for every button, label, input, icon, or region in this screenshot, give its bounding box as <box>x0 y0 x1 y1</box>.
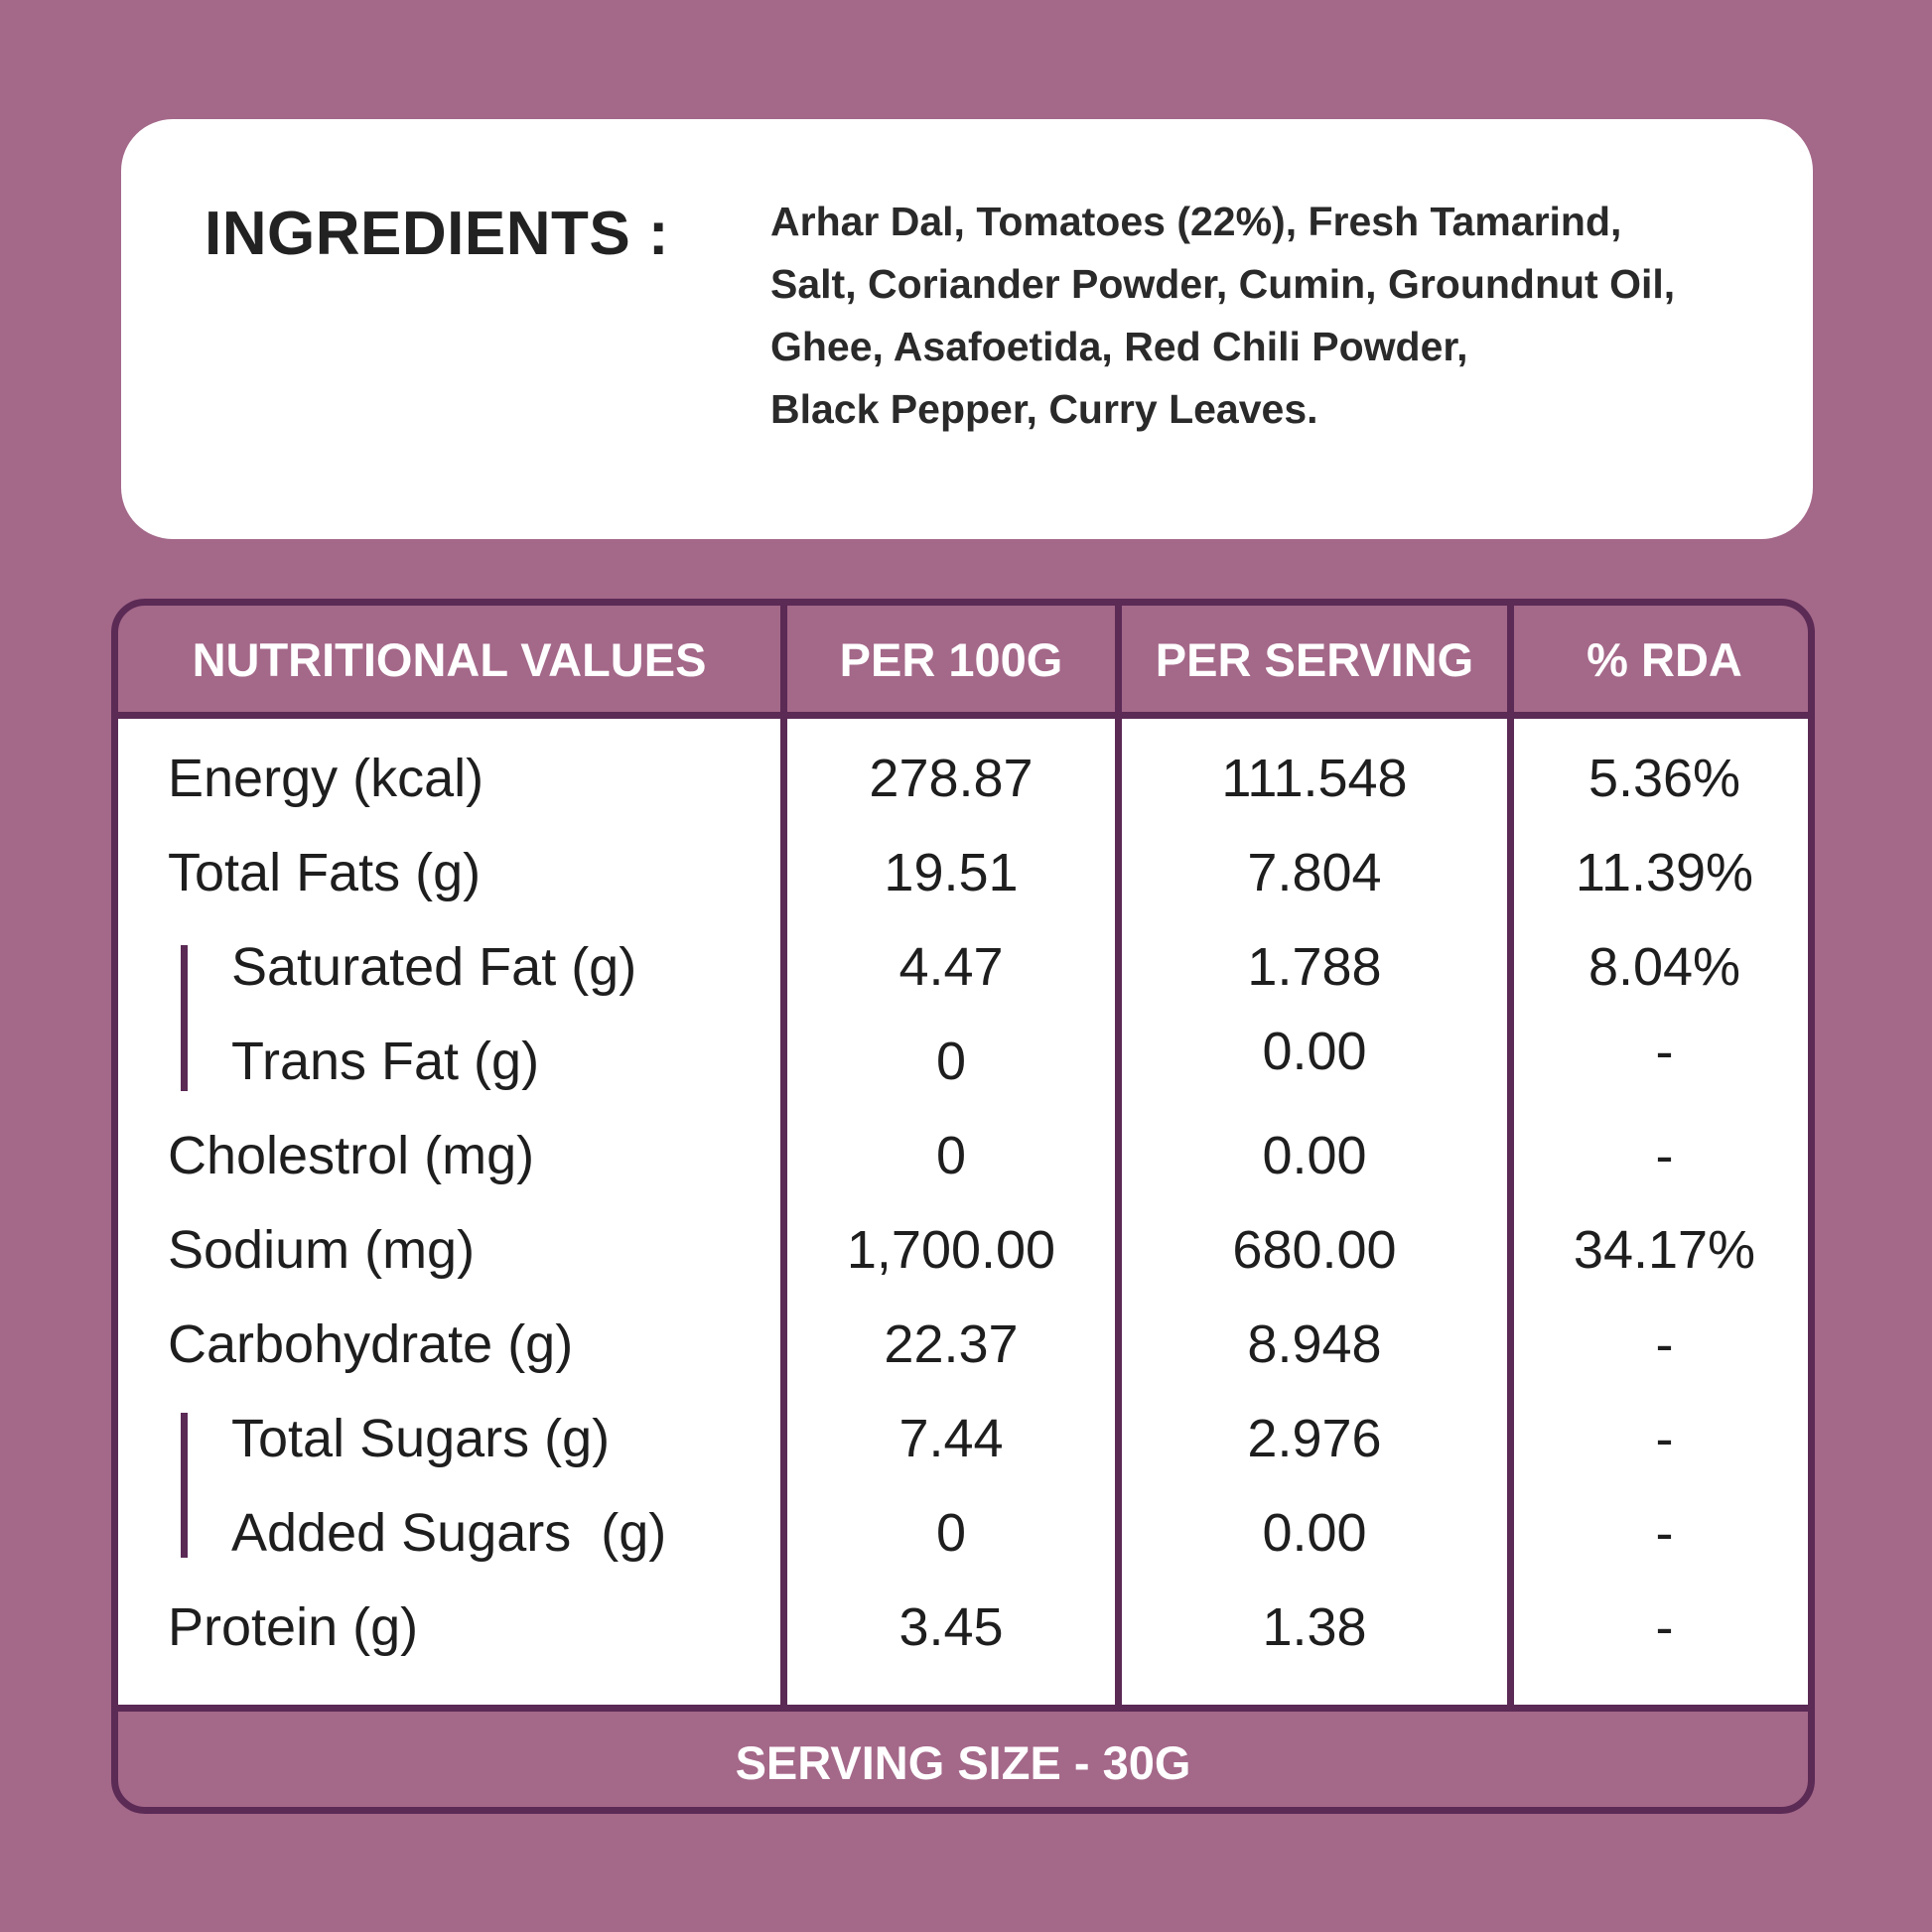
row-rda: 34.17% <box>1573 1220 1756 1280</box>
table-row: Total Fats (g) 19.51 7.804 11.39% <box>118 826 1808 920</box>
nutrition-table: NUTRITIONAL VALUES PER 100G PER SERVING … <box>111 599 1815 1814</box>
ingredients-heading: INGREDIENTS : <box>205 200 670 268</box>
row-per-100g: 1,700.00 <box>846 1220 1056 1280</box>
header-per-serving: PER SERVING <box>1155 633 1474 686</box>
header-nutritional-values: NUTRITIONAL VALUES <box>192 633 707 686</box>
table-row: Sodium (mg) 1,700.00 680.00 34.17% <box>118 1203 1808 1298</box>
row-per-100g: 0 <box>935 1503 967 1563</box>
row-label: Added Sugars (g) <box>231 1503 667 1563</box>
row-per-100g: 7.44 <box>898 1409 1004 1468</box>
row-rda: - <box>1655 1503 1674 1563</box>
serving-size-footer: SERVING SIZE - 30G <box>118 1705 1808 1807</box>
table-row: Saturated Fat (g) 4.47 1.788 8.04% <box>118 920 1808 1015</box>
row-rda: - <box>1655 1314 1674 1374</box>
row-label: Total Fats (g) <box>168 843 482 902</box>
row-per-serving: 8.948 <box>1247 1314 1382 1374</box>
row-per-serving: 680.00 <box>1232 1220 1397 1280</box>
header-per-100g: PER 100G <box>839 633 1063 686</box>
row-label: Total Sugars (g) <box>231 1409 611 1468</box>
sugar-subgroup-bracket <box>181 1413 188 1558</box>
row-rda: 11.39% <box>1575 843 1754 902</box>
row-per-100g: 19.51 <box>884 843 1019 902</box>
ingredients-card: INGREDIENTS : Arhar Dal, Tomatoes (22%),… <box>121 119 1813 539</box>
row-per-serving: 1.788 <box>1247 937 1382 997</box>
row-per-100g: 0 <box>935 1032 967 1091</box>
row-per-serving: 111.548 <box>1221 749 1408 808</box>
row-per-serving: 0.00 <box>1262 1503 1367 1563</box>
header-rda: % RDA <box>1587 633 1742 686</box>
row-per-100g: 3.45 <box>898 1597 1004 1657</box>
table-header: NUTRITIONAL VALUES PER 100G PER SERVING … <box>118 606 1808 719</box>
row-per-serving: 1.38 <box>1262 1597 1367 1657</box>
row-rda: 5.36% <box>1587 749 1741 808</box>
row-per-100g: 0 <box>935 1126 967 1185</box>
row-rda: - <box>1655 1409 1674 1468</box>
fat-subgroup-bracket <box>181 945 188 1091</box>
ingredients-line: Arhar Dal, Tomatoes (22%), Fresh Tamarin… <box>770 199 1622 244</box>
row-rda: - <box>1655 1597 1674 1657</box>
column-divider <box>1115 606 1122 1712</box>
row-per-serving: 7.804 <box>1247 843 1382 902</box>
table-row: Energy (kcal) 278.87 111.548 5.36% <box>118 732 1808 826</box>
row-per-100g: 4.47 <box>898 937 1004 997</box>
table-row: Carbohydrate (g) 22.37 8.948 - <box>118 1298 1808 1392</box>
ingredients-line: Ghee, Asafoetida, Red Chili Powder, <box>770 324 1468 369</box>
table-row: Trans Fat (g) 0 0.00 - <box>118 1015 1808 1109</box>
column-divider <box>780 606 787 1712</box>
column-divider <box>1507 606 1514 1712</box>
row-per-serving: 2.976 <box>1247 1409 1382 1468</box>
row-per-serving: 0.00 <box>1262 1022 1367 1081</box>
row-rda: 8.04% <box>1587 937 1741 997</box>
row-label: Carbohydrate (g) <box>168 1314 574 1374</box>
row-label: Saturated Fat (g) <box>231 937 637 997</box>
row-per-100g: 278.87 <box>869 749 1034 808</box>
row-per-100g: 22.37 <box>884 1314 1019 1374</box>
row-rda: - <box>1655 1022 1674 1081</box>
table-row: Protein (g) 3.45 1.38 - <box>118 1581 1808 1675</box>
row-label: Energy (kcal) <box>168 749 484 808</box>
row-label: Sodium (mg) <box>168 1220 476 1280</box>
row-rda: - <box>1655 1126 1674 1185</box>
ingredients-line: Black Pepper, Curry Leaves. <box>770 386 1318 432</box>
row-per-serving: 0.00 <box>1262 1126 1367 1185</box>
table-body: Energy (kcal) 278.87 111.548 5.36% Total… <box>118 719 1808 1712</box>
row-label: Cholestrol (mg) <box>168 1126 535 1185</box>
table-row: Total Sugars (g) 7.44 2.976 - <box>118 1392 1808 1486</box>
row-label: Trans Fat (g) <box>231 1032 540 1091</box>
ingredients-line: Salt, Coriander Powder, Cumin, Groundnut… <box>770 261 1676 307</box>
table-row: Cholestrol (mg) 0 0.00 - <box>118 1109 1808 1203</box>
table-row: Added Sugars (g) 0 0.00 - <box>118 1486 1808 1581</box>
row-label: Protein (g) <box>168 1597 419 1657</box>
ingredients-list: Arhar Dal, Tomatoes (22%), Fresh Tamarin… <box>770 191 1763 441</box>
